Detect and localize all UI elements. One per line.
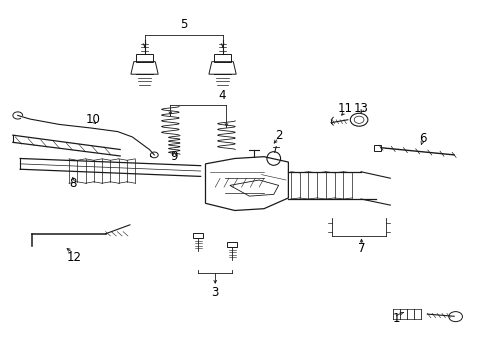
Text: 3: 3 — [211, 287, 219, 300]
Text: 4: 4 — [218, 89, 226, 102]
Text: 10: 10 — [86, 113, 101, 126]
Bar — [373, 145, 380, 150]
Text: 6: 6 — [418, 132, 426, 145]
Text: 8: 8 — [69, 177, 77, 190]
Text: 1: 1 — [392, 311, 400, 325]
Text: 11: 11 — [337, 103, 352, 116]
Text: 2: 2 — [274, 129, 282, 142]
Text: 13: 13 — [353, 103, 368, 116]
Text: 5: 5 — [180, 18, 187, 31]
Text: 7: 7 — [357, 242, 365, 255]
Bar — [193, 233, 203, 238]
Text: 9: 9 — [170, 150, 178, 163]
Bar — [227, 242, 237, 247]
Text: 12: 12 — [66, 251, 81, 264]
Bar — [213, 54, 231, 62]
Bar — [136, 54, 153, 62]
